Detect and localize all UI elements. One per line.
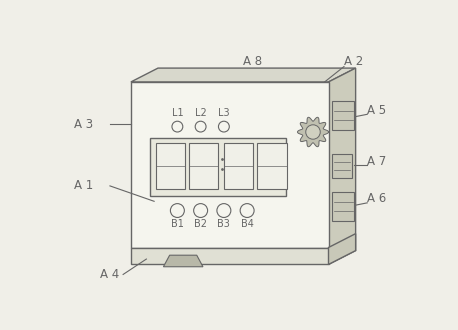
Bar — [333, 153, 352, 178]
Polygon shape — [328, 234, 355, 264]
Text: A 6: A 6 — [367, 192, 387, 206]
Text: B3: B3 — [218, 219, 230, 229]
Text: B2: B2 — [194, 219, 207, 229]
Polygon shape — [328, 68, 355, 264]
Text: B1: B1 — [171, 219, 184, 229]
Bar — [333, 101, 354, 130]
Bar — [131, 248, 328, 264]
Text: B4: B4 — [241, 219, 254, 229]
Polygon shape — [297, 117, 328, 147]
Circle shape — [306, 125, 320, 139]
Text: A 2: A 2 — [344, 55, 363, 68]
Circle shape — [195, 121, 206, 132]
Text: L2: L2 — [195, 108, 207, 118]
Bar — [131, 82, 328, 248]
Circle shape — [217, 204, 231, 217]
Text: L3: L3 — [218, 108, 230, 118]
Text: A 8: A 8 — [243, 55, 262, 68]
Text: A 5: A 5 — [367, 104, 387, 117]
Bar — [257, 143, 287, 189]
Bar — [333, 192, 354, 221]
Text: A 4: A 4 — [100, 268, 119, 281]
Circle shape — [218, 121, 229, 132]
Text: L1: L1 — [172, 108, 183, 118]
Bar — [189, 143, 218, 189]
Bar — [150, 138, 286, 196]
Bar — [156, 143, 185, 189]
Circle shape — [240, 204, 254, 217]
Circle shape — [172, 121, 183, 132]
Text: A 7: A 7 — [367, 155, 387, 168]
Bar — [224, 143, 253, 189]
Polygon shape — [164, 255, 203, 267]
Text: A 3: A 3 — [74, 118, 93, 131]
Circle shape — [170, 204, 185, 217]
Polygon shape — [131, 68, 355, 82]
Circle shape — [194, 204, 207, 217]
Text: A 1: A 1 — [74, 180, 93, 192]
